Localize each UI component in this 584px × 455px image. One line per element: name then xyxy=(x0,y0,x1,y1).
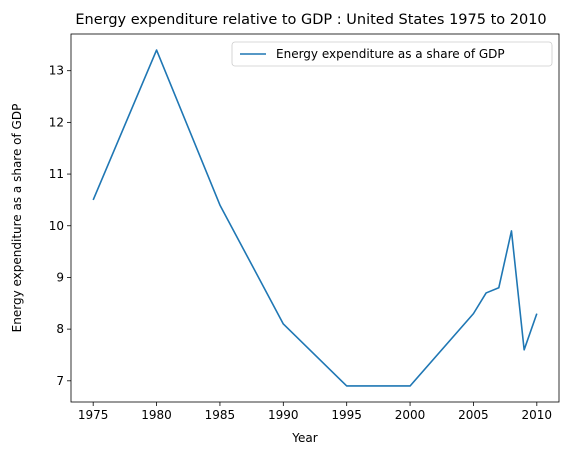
data-point xyxy=(218,204,221,207)
legend-label: Energy expenditure as a share of GDP xyxy=(276,47,505,61)
y-tick-label: 9 xyxy=(56,270,64,284)
series-line xyxy=(92,49,538,387)
data-point xyxy=(472,312,475,315)
legend: Energy expenditure as a share of GDP xyxy=(231,41,553,67)
data-point xyxy=(523,348,526,351)
x-tick-label: 1975 xyxy=(78,408,109,422)
data-point xyxy=(92,198,95,201)
x-axis-label: Year xyxy=(291,431,317,445)
data-point xyxy=(345,384,348,387)
x-tick-label: 1990 xyxy=(268,408,299,422)
x-tick-label: 2000 xyxy=(395,408,426,422)
y-tick-label: 8 xyxy=(56,322,64,336)
plot-area: 1975 1980 1985 1990 1995 2000 2005 2010 7 8 9 10 11 1… xyxy=(49,33,560,422)
x-tick-label: 1980 xyxy=(141,408,172,422)
y-tick-label: 12 xyxy=(49,115,64,129)
data-point xyxy=(155,49,158,52)
data-point xyxy=(510,229,513,232)
data-point xyxy=(485,291,488,294)
y-tick-label: 13 xyxy=(49,64,64,78)
y-axis-label: Energy expenditure as a share of GDP xyxy=(10,104,24,333)
y-tick-label: 10 xyxy=(49,219,64,233)
legend-box xyxy=(231,41,553,67)
data-point xyxy=(409,384,412,387)
x-tick-label: 1985 xyxy=(205,408,236,422)
x-tick-label: 1995 xyxy=(331,408,362,422)
y-tick-label: 11 xyxy=(49,167,64,181)
data-point xyxy=(497,286,500,289)
y-tick-label: 7 xyxy=(56,374,64,388)
x-tick-label: 2010 xyxy=(522,408,553,422)
data-point xyxy=(282,322,285,325)
plot-frame xyxy=(70,33,560,403)
chart-title: Energy expenditure relative to GDP : Uni… xyxy=(75,12,546,28)
x-tick-label: 2005 xyxy=(458,408,489,422)
data-point xyxy=(535,312,538,315)
